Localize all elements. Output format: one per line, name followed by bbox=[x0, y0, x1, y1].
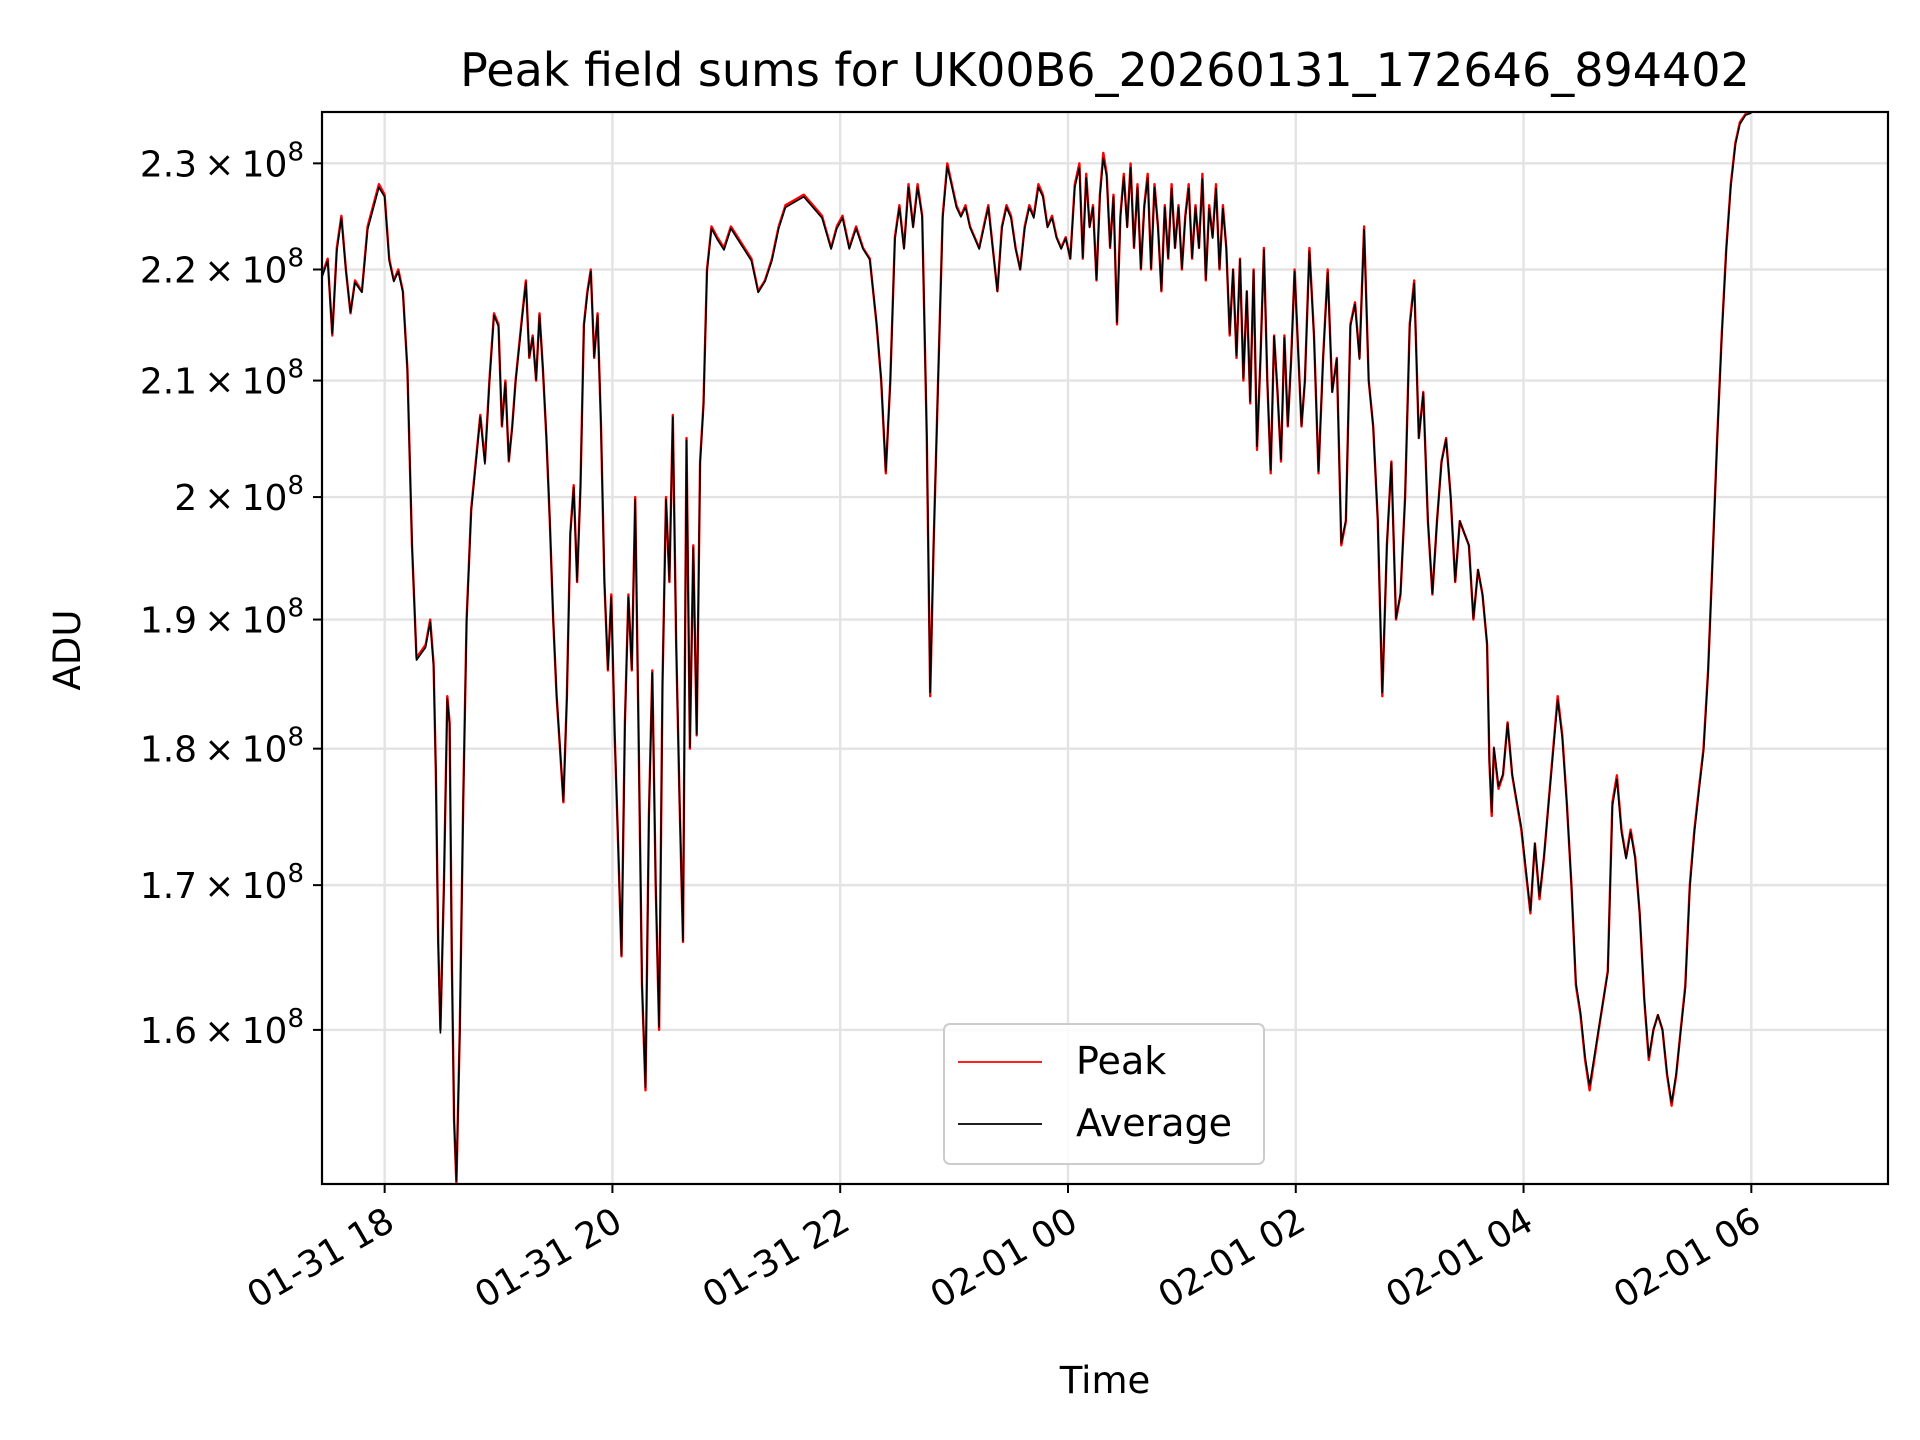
legend-box bbox=[943, 1023, 1265, 1165]
legend-label-peak: Peak bbox=[1076, 1039, 1166, 1083]
y-axis-label: ADU bbox=[46, 610, 89, 691]
series-layer bbox=[322, 112, 1752, 1184]
y-tick-label: 2.3 × 108 bbox=[140, 137, 304, 185]
legend-label-average: Average bbox=[1076, 1101, 1232, 1145]
y-tick-label: 2.2 × 108 bbox=[140, 243, 304, 291]
series-line-average bbox=[322, 112, 1752, 1182]
y-axis-ticks: 1.6 × 108 1.7 × 108 1.8 × 108 1.9 × 108 2 × … bbox=[140, 137, 322, 1052]
y-tick-label: 2 × 108 bbox=[174, 471, 304, 519]
plot-frame bbox=[320, 110, 1890, 1186]
legend: Peak Average bbox=[943, 1023, 1265, 1165]
y-tick-label: 1.8 × 108 bbox=[140, 723, 304, 771]
y-tick-label: 1.9 × 108 bbox=[140, 594, 304, 642]
y-tick-label: 2.1 × 108 bbox=[140, 355, 304, 403]
y-tick-label: 1.7 × 108 bbox=[140, 859, 304, 907]
y-tick-label: 1.6 × 108 bbox=[140, 1004, 304, 1052]
chart-title: Peak field sums for UK00B6_20260131_1726… bbox=[460, 43, 1750, 97]
x-axis-label: Time bbox=[1059, 1359, 1151, 1402]
